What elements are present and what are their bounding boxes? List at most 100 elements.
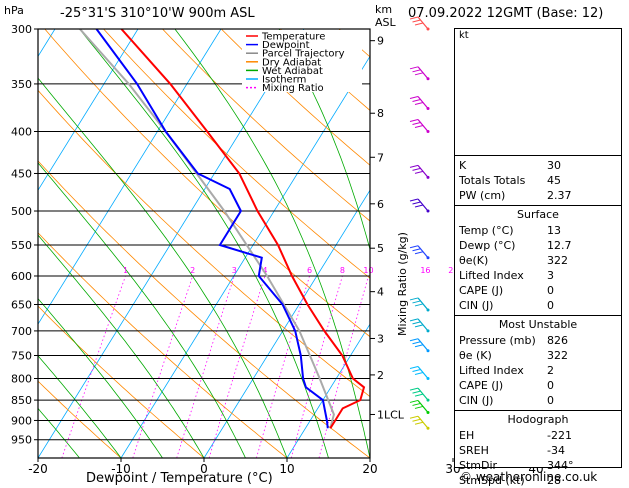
wind-barb-dot xyxy=(427,427,430,430)
wind-barb-flag xyxy=(415,205,423,207)
surface-row-label: Temp (°C) xyxy=(459,223,514,238)
index-row-label: Totals Totals xyxy=(459,173,525,188)
mixing-ratio-label: 8 xyxy=(340,266,345,275)
altitude-tick-label: 2 xyxy=(377,369,384,382)
wind-barb-flag xyxy=(410,67,418,69)
altitude-tick-label: 1LCL xyxy=(377,408,405,421)
wind-barb-flag xyxy=(415,422,423,424)
altitude-tick-label: 8 xyxy=(377,107,384,120)
wind-barb-flag xyxy=(413,322,421,324)
wind-barb-dot xyxy=(427,308,430,311)
wind-barb-dot xyxy=(427,107,430,110)
index-row-label: PW (cm) xyxy=(459,188,505,203)
surface-row-value: 0 xyxy=(547,298,554,313)
wind-barb-dot xyxy=(427,329,430,332)
surface-row-value: 0 xyxy=(547,283,554,298)
surface-row-label: Dewp (°C) xyxy=(459,238,515,253)
surface-row-value: 322 xyxy=(547,253,568,268)
most-unstable-row-label: θe (K) xyxy=(459,348,492,363)
mixing-ratio-label: 2 xyxy=(190,266,195,275)
most-unstable-row-value: 0 xyxy=(547,393,554,408)
altitude-tick-label: 9 xyxy=(377,35,384,48)
mixing-ratio-label: 16 xyxy=(420,266,430,275)
hodograph-row-value: -221 xyxy=(547,428,572,443)
altitude-unit-label: km ASL xyxy=(375,3,396,29)
hodograph-row-label: EH xyxy=(459,428,474,443)
wind-barb-dot xyxy=(427,349,430,352)
wind-barb-flag xyxy=(415,372,423,374)
pressure-tick-label: 700 xyxy=(11,325,32,338)
pressure-tick-label: 650 xyxy=(11,299,32,312)
pressure-tick-label: 800 xyxy=(11,372,32,385)
altitude-tick-label: 7 xyxy=(377,151,384,164)
pressure-tick-label: 850 xyxy=(11,394,32,407)
wet-adiabat-line xyxy=(378,29,453,458)
table-separator xyxy=(455,205,621,206)
wind-barb-flag xyxy=(410,165,418,167)
mixing-ratio-label: 10 xyxy=(363,266,373,275)
wind-barb-flag xyxy=(415,325,423,327)
pressure-tick-label: 900 xyxy=(11,414,32,427)
wind-barb-dot xyxy=(427,77,430,80)
wind-barb-dot xyxy=(427,176,430,179)
most-unstable-row-label: Lifted Index xyxy=(459,363,524,378)
altitude-tick-label: 4 xyxy=(377,286,384,299)
wind-barb-flag xyxy=(413,403,421,405)
wind-barb-flag xyxy=(415,394,423,396)
surface-row: Dewp (°C) 12.7 xyxy=(455,238,621,253)
wind-barb-flag xyxy=(413,100,421,102)
pressure-tick-label: 750 xyxy=(11,349,32,362)
mixing-ratio-label: 6 xyxy=(307,266,312,275)
wind-barb-flag xyxy=(410,339,418,341)
mixing-ratio-line xyxy=(62,276,126,458)
altitude-tick-label: 6 xyxy=(377,198,384,211)
hodograph-unit: kt xyxy=(459,30,469,41)
x-axis-title: Dewpoint / Temperature (°C) xyxy=(86,471,273,486)
mixing-ratio-line xyxy=(209,276,265,458)
wind-barb-flag xyxy=(410,199,418,201)
wind-barb-dot xyxy=(427,377,430,380)
wind-barb-flag xyxy=(410,388,418,390)
surface-row: CIN (J)0 xyxy=(455,298,621,313)
wind-barb-flag xyxy=(413,202,421,204)
index-row-value: 30 xyxy=(547,158,561,173)
hodograph-section-title: Hodograph xyxy=(455,413,621,426)
surface-row-label: Lifted Index xyxy=(459,268,524,283)
pressure-tick-label: 500 xyxy=(11,205,32,218)
isotherm-line xyxy=(204,29,470,458)
wind-barb-flag xyxy=(410,246,418,248)
table-separator xyxy=(455,410,621,411)
temperature-tick-label: 10 xyxy=(279,462,294,476)
wind-barb-flag xyxy=(415,406,423,408)
wind-barb-dot xyxy=(427,411,430,414)
most-unstable-row-label: CIN (J) xyxy=(459,393,493,408)
surface-row-label: CAPE (J) xyxy=(459,283,503,298)
table-separator xyxy=(455,315,621,316)
surface-row-value: 12.7 xyxy=(547,238,572,253)
altitude-tick-label: 3 xyxy=(377,332,384,345)
hodograph-row-value: -34 xyxy=(547,443,565,458)
datetime-base: 07.09.2022 12GMT (Base: 12) xyxy=(408,6,603,21)
wind-barb-flag xyxy=(413,123,421,125)
mixing-ratio-label: 3 xyxy=(232,266,237,275)
wind-barb-flag xyxy=(410,97,418,99)
altitude-tick-label: 5 xyxy=(377,242,384,255)
wind-barb-dot xyxy=(427,210,430,213)
wind-barb-flag xyxy=(413,369,421,371)
mixing-ratio-axis-title: Mixing Ratio (g/kg) xyxy=(396,232,409,336)
surface-row: CAPE (J) 0 xyxy=(455,283,621,298)
wind-barb-flag xyxy=(410,319,418,321)
isotherm-line xyxy=(121,29,387,458)
pressure-tick-label: 400 xyxy=(11,126,32,139)
surface-row: Temp (°C) 13 xyxy=(455,223,621,238)
surface-row-value: 13 xyxy=(547,223,561,238)
surface-row: θe(K)322 xyxy=(455,253,621,268)
most-unstable-row-value: 2 xyxy=(547,363,554,378)
wind-barb-flag xyxy=(415,171,423,173)
wind-barb-flag xyxy=(415,126,423,128)
surface-section-title: Surface xyxy=(455,208,621,221)
most-unstable-row: CIN (J) 0 xyxy=(455,393,621,408)
